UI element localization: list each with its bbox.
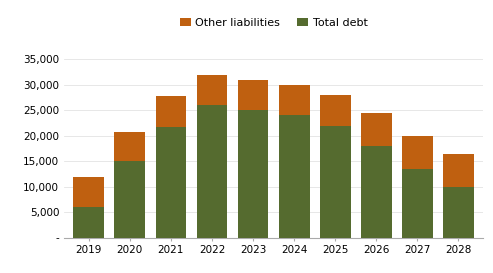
Bar: [238, 110, 269, 238]
Bar: [402, 169, 433, 238]
Bar: [114, 161, 145, 238]
Bar: [443, 153, 474, 187]
Bar: [155, 126, 186, 238]
Bar: [279, 115, 310, 238]
Bar: [197, 75, 227, 105]
Bar: [279, 85, 310, 115]
Bar: [114, 132, 145, 161]
Bar: [402, 136, 433, 169]
Bar: [197, 105, 227, 238]
Bar: [73, 207, 104, 238]
Bar: [73, 177, 104, 207]
Bar: [320, 126, 351, 238]
Bar: [361, 146, 392, 238]
Bar: [155, 96, 186, 126]
Bar: [443, 187, 474, 238]
Bar: [320, 95, 351, 126]
Bar: [361, 113, 392, 146]
Bar: [238, 80, 269, 110]
Legend: Other liabilities, Total debt: Other liabilities, Total debt: [176, 13, 372, 32]
